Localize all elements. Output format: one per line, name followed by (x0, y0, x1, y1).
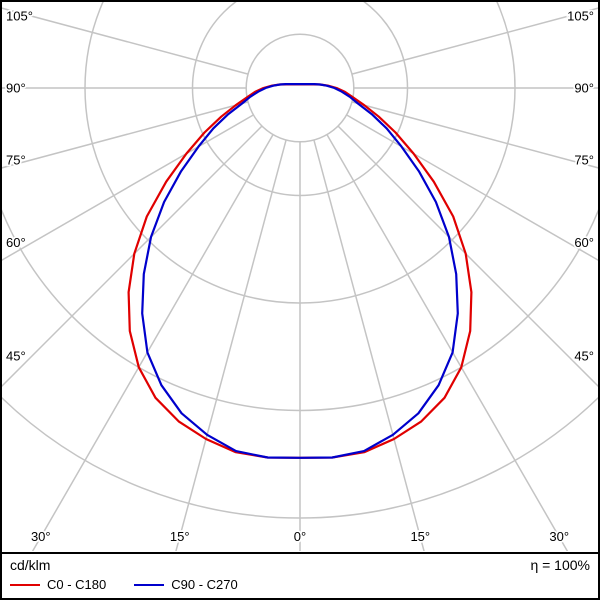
angle-label-right: 75° (574, 152, 594, 167)
grid-spoke (2, 7, 249, 75)
grid-spoke (2, 114, 254, 261)
c90-c270-line-swatch (134, 584, 165, 586)
angle-label-left: 75° (6, 152, 26, 167)
angle-label-left: 90° (6, 81, 26, 96)
grid-spoke (346, 114, 598, 261)
angle-labels: 105° 105° 90° 90° 75° 75° 60° 60° 45° 45° 30° 15° 0°… (4, 7, 596, 546)
legend: cd/klm η = 100% C0 - C180 C90 - C270 (2, 552, 598, 598)
legend-item-c90-c270: C90 - C270 (134, 577, 238, 592)
angle-label-bottom: 0° (294, 529, 306, 544)
grid-spoke (2, 125, 263, 388)
angle-label-right: 105° (567, 9, 594, 24)
angle-label-bottom: 15° (170, 529, 190, 544)
legend-item-c0-c180: C0 - C180 (10, 578, 106, 592)
grid-spoke (175, 139, 287, 551)
angle-label-left: 45° (6, 349, 26, 364)
legend-item-label: C90 - C270 (171, 577, 238, 592)
grid-spoke (337, 125, 598, 388)
unit-label: cd/klm (10, 557, 51, 573)
grid-spoke (31, 134, 274, 551)
legend-items-row: C0 - C180 C90 - C270 (10, 578, 590, 594)
polar-intensity-chart: 105° 105° 90° 90° 75° 75° 60° 60° 45° 45° 30° 15° 0°… (2, 2, 598, 551)
angle-label-right: 60° (574, 235, 594, 250)
angle-label-right: 90° (574, 81, 594, 96)
grid-spoke (351, 7, 598, 75)
polar-grid (2, 2, 598, 551)
grid-spoke (313, 139, 425, 551)
curve-c90-c270 (141, 83, 459, 459)
legend-item-label: C0 - C180 (47, 577, 107, 592)
legend-top-row: cd/klm η = 100% (10, 557, 590, 573)
grid-spoke (326, 134, 569, 551)
angle-label-bottom: 30° (31, 529, 51, 544)
angle-label-right: 45° (574, 349, 594, 364)
grid-spoke (2, 101, 249, 169)
angle-label-bottom: 30° (549, 529, 569, 544)
angle-label-bottom: 15° (410, 529, 430, 544)
angle-label-left: 105° (6, 9, 33, 24)
c0-c180-line-swatch (10, 584, 40, 586)
angle-label-left: 60° (6, 235, 26, 250)
grid-spoke (351, 101, 598, 169)
efficiency-label: η = 100% (530, 557, 590, 573)
